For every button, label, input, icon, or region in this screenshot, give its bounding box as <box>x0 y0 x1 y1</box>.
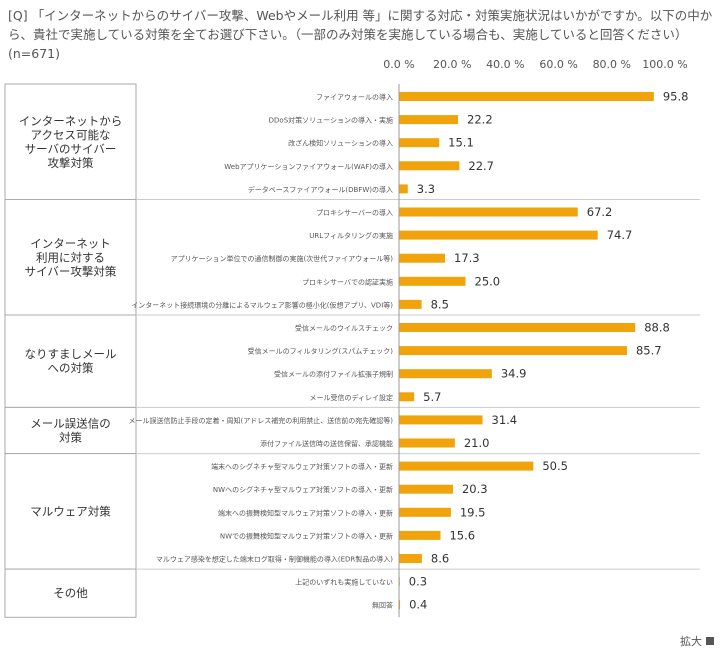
x-tick-label: 20.0 % <box>433 58 471 71</box>
value-label: 88.8 <box>644 321 670 335</box>
item-label: 添付ファイル送信時の送信保留、承認機能 <box>260 439 393 448</box>
bar <box>399 507 451 517</box>
bar <box>399 392 415 402</box>
x-tick-label: 60.0 % <box>539 58 577 71</box>
bar <box>399 253 446 263</box>
bar <box>399 415 483 425</box>
value-label: 0.4 <box>409 598 427 612</box>
group-label: 対策 <box>59 431 82 445</box>
item-label: URLフィルタリングの実施 <box>309 231 393 240</box>
item-label: 端末へのシグネチャ型マルウェア対策ソフトの導入・更新 <box>211 462 393 471</box>
group-label: 攻撃対策 <box>48 156 94 170</box>
zoom-square-icon <box>706 637 714 645</box>
item-label: 上記のいずれも実施していない <box>295 578 393 587</box>
value-label: 17.3 <box>454 251 480 265</box>
question-body: [Q] 「インターネットからのサイバー攻撃、Webやメール利用 等」に関する対応… <box>8 8 713 42</box>
group-label: メール誤送信の <box>30 417 111 431</box>
item-label: Webアプリケーションファイアウォール(WAF)の導入 <box>224 162 393 171</box>
item-label: インターネット接続環境の分離によるマルウェア影響の極小化(仮想アプリ、VDI等) <box>131 300 393 309</box>
bar <box>399 530 441 540</box>
value-label: 74.7 <box>607 228 633 242</box>
item-label: メール受信のディレイ設定 <box>309 393 393 402</box>
value-label: 15.1 <box>448 136 474 150</box>
zoom-control[interactable]: 拡大 <box>680 633 714 649</box>
group-box <box>4 83 137 200</box>
group-label: マルウェア対策 <box>30 504 111 518</box>
bar <box>399 138 440 148</box>
bar <box>399 92 654 101</box>
bar <box>399 230 598 240</box>
group-label: なりすましメール <box>25 347 117 361</box>
bar <box>399 299 422 309</box>
value-label: 15.6 <box>449 528 475 542</box>
item-label: 受信メールの添付ファイル拡張子規制 <box>274 370 393 379</box>
value-label: 8.5 <box>431 297 449 311</box>
value-label: 20.3 <box>462 482 488 496</box>
item-label: 受信メールのフィルタリング(スパムチェック) <box>248 347 394 356</box>
group-box <box>4 406 137 455</box>
bar <box>399 115 459 125</box>
value-label: 31.4 <box>492 413 518 427</box>
group-label: 利用に対する <box>36 250 105 264</box>
group-label: インターネットから <box>19 114 123 128</box>
bar <box>399 461 534 471</box>
group-label: アクセス可能な <box>31 128 111 142</box>
value-label: 22.2 <box>467 113 493 127</box>
bar <box>399 207 578 217</box>
x-tick-label: 80.0 % <box>593 58 631 71</box>
group-label: への対策 <box>48 361 94 375</box>
item-label: アプリケーション単位での通信制御の実施(次世代ファイアウォール等) <box>171 254 394 263</box>
group-box <box>4 453 137 570</box>
bar <box>399 484 453 494</box>
bar <box>399 276 466 286</box>
item-label: プロキシサーバーの導入 <box>316 208 393 217</box>
item-label: データベースファイアウォール(DBFW)の導入 <box>248 185 393 194</box>
item-label: DDoS対策ソリューションの導入・実施 <box>269 116 393 125</box>
sample-size: (n=671) <box>8 46 61 61</box>
bar <box>399 184 408 194</box>
bar <box>399 369 492 379</box>
value-label: 21.0 <box>464 436 490 450</box>
item-label: メール誤送信防止手段の定着・周知(アドレス補完の利用禁止、送信前の宛先確認等) <box>129 416 394 425</box>
value-label: 0.3 <box>409 575 427 589</box>
item-label: 無回答 <box>372 601 393 610</box>
item-label: プロキシサーバでの認証実施 <box>302 277 393 286</box>
bar <box>399 554 422 563</box>
value-label: 85.7 <box>636 344 662 358</box>
value-label: 19.5 <box>460 505 486 519</box>
bar <box>399 600 401 610</box>
bar <box>399 161 460 171</box>
x-tick-label: 40.0 % <box>486 58 524 71</box>
group-box <box>4 568 137 618</box>
item-label: 改ざん検知ソリューションの導入 <box>288 139 393 148</box>
value-label: 3.3 <box>417 182 435 196</box>
item-label: 端末への振舞検知型マルウェア対策ソフトの導入・更新 <box>218 508 393 517</box>
bar <box>399 346 627 356</box>
value-label: 5.7 <box>423 390 441 404</box>
value-label: 50.5 <box>542 459 568 473</box>
zoom-label: 拡大 <box>680 635 702 648</box>
question-text: [Q] 「インターネットからのサイバー攻撃、Webやメール利用 等」に関する対応… <box>8 6 720 63</box>
value-label: 8.6 <box>431 552 449 566</box>
item-label: 受信メールのウイルスチェック <box>295 324 393 333</box>
group-label: サイバー攻撃対策 <box>25 264 117 278</box>
x-tick-label: 100.0 % <box>642 58 687 71</box>
value-label: 25.0 <box>475 274 501 288</box>
group-label: サーバのサイバー <box>25 142 117 156</box>
bar <box>399 438 455 448</box>
group-box <box>4 314 137 408</box>
value-label: 34.9 <box>501 367 527 381</box>
x-tick-label: 0.0 % <box>383 58 414 71</box>
item-label: NWでの振舞検知型マルウェア対策ソフトの導入・更新 <box>220 531 393 540</box>
bar <box>399 323 636 332</box>
value-label: 67.2 <box>587 205 613 219</box>
item-label: NWへのシグネチャ型マルウェア対策ソフトの導入・更新 <box>213 485 393 494</box>
group-label: インターネット <box>30 236 111 250</box>
item-label: ファイアウォールの導入 <box>316 93 393 102</box>
item-label: マルウェア感染を想定した端末ログ取得・制御機能の導入(EDR製品の導入) <box>156 555 393 564</box>
value-label: 95.8 <box>663 90 689 104</box>
group-label: その他 <box>53 586 88 600</box>
value-label: 22.7 <box>468 159 494 173</box>
